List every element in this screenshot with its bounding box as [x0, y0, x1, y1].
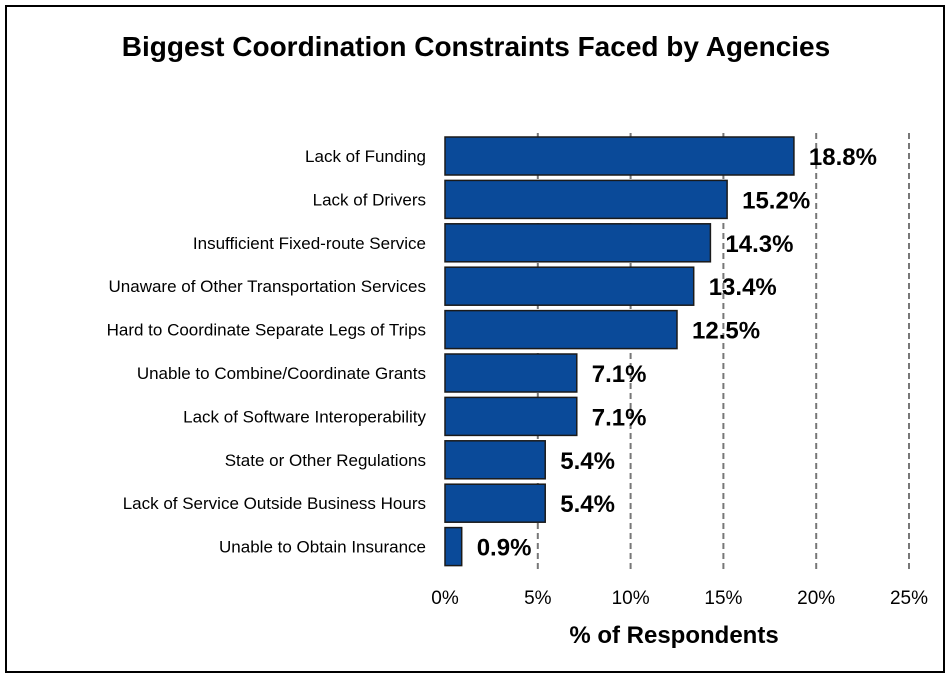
- data-label: 0.9%: [477, 535, 532, 562]
- data-label: 12.5%: [692, 318, 760, 345]
- chart-title-text: Biggest Coordination Constraints Faced b…: [121, 31, 831, 62]
- category-label: Unable to Combine/Coordinate Grants: [137, 364, 426, 383]
- data-label: 5.4%: [560, 491, 615, 518]
- data-label: 5.4%: [560, 448, 615, 475]
- category-label: Insufficient Fixed-route Service: [193, 234, 426, 253]
- bar: [444, 223, 712, 263]
- bar: [444, 179, 728, 220]
- bar: [444, 526, 463, 567]
- category-label: Hard to Coordinate Separate Legs of Trip…: [107, 321, 426, 340]
- x-axis-title: % of Respondents: [569, 622, 778, 649]
- bars: [444, 136, 795, 567]
- category-label: Lack of Funding: [305, 147, 426, 166]
- x-tick-label: 0%: [431, 588, 459, 609]
- x-tick-label: 15%: [704, 588, 742, 609]
- bar: [444, 309, 678, 350]
- bar: [444, 483, 546, 523]
- data-label: 14.3%: [725, 231, 793, 258]
- data-label: 13.4%: [709, 274, 777, 301]
- data-label: 15.2%: [742, 187, 810, 214]
- x-tick-label: 5%: [524, 588, 552, 609]
- category-label: Lack of Software Interoperability: [183, 407, 426, 426]
- bar: [444, 353, 578, 393]
- bar: [444, 396, 578, 437]
- bar: [444, 440, 546, 480]
- x-tick-label: 25%: [890, 588, 928, 609]
- category-label: Lack of Drivers: [313, 190, 426, 209]
- bar: [444, 266, 695, 306]
- x-tick-label: 10%: [612, 588, 650, 609]
- x-tick-label: 20%: [797, 588, 835, 609]
- chart-title: Biggest Coordination Constraints Faced b…: [0, 30, 952, 64]
- data-label: 18.8%: [809, 144, 877, 171]
- category-label: State or Other Regulations: [225, 451, 426, 470]
- labels: 0% 5% 10% 15% 20% 25% Lack of Funding 18.8% Lack…: [107, 144, 929, 609]
- category-label: Unaware of Other Transportation Services: [109, 277, 426, 296]
- data-label: 7.1%: [592, 361, 647, 388]
- bar: [444, 136, 795, 176]
- category-label: Unable to Obtain Insurance: [219, 538, 426, 557]
- data-label: 7.1%: [592, 404, 647, 431]
- category-label: Lack of Service Outside Business Hours: [123, 494, 426, 513]
